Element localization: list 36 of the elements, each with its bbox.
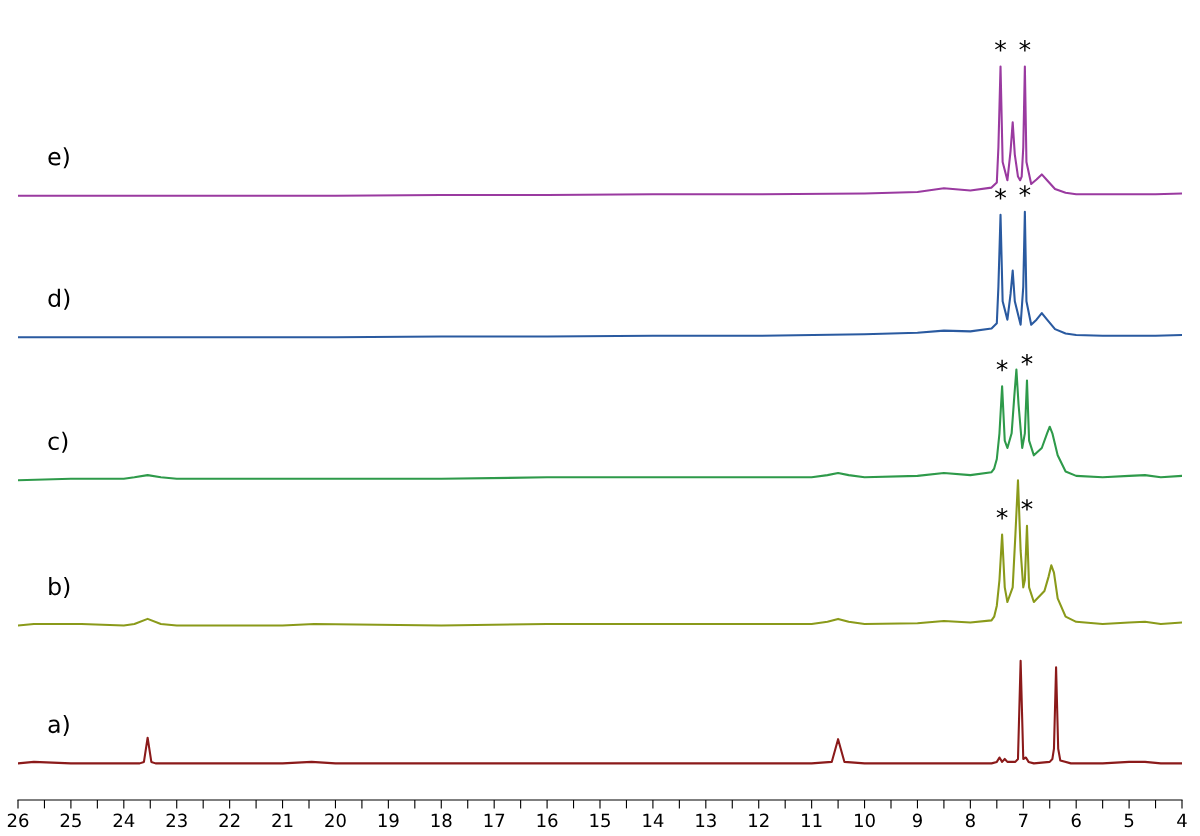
x-tick-label: 18: [431, 813, 452, 828]
x-tick-label: 21: [272, 813, 293, 827]
x-tick-label: 5: [1124, 813, 1134, 828]
annotation: *: [995, 188, 1007, 200]
x-tick-label: 16: [537, 813, 558, 828]
x-tick-label: 17: [484, 813, 505, 827]
annotation: *: [1019, 40, 1031, 52]
x-tick-label: 4: [1177, 813, 1187, 827]
x-tick-label: 20: [325, 813, 346, 828]
x-tick-label: 11: [802, 813, 822, 827]
x-tick-label: 6: [1071, 813, 1081, 828]
series-label: d): [48, 288, 70, 310]
x-tick-label: 15: [590, 813, 610, 828]
annotation: *: [995, 40, 1007, 52]
annotation: *: [996, 359, 1008, 372]
x-tick-label: 7: [1019, 813, 1028, 827]
x-tick-label: 19: [378, 813, 399, 828]
annotation: *: [1021, 353, 1033, 366]
series-label: c): [48, 431, 68, 453]
x-tick-label: 13: [696, 813, 716, 828]
x-tick-label: 8: [965, 813, 975, 828]
x-tick-label: 14: [643, 813, 664, 827]
annotation: *: [996, 508, 1008, 520]
annotation: *: [1019, 185, 1031, 197]
x-tick-label: 26: [7, 813, 29, 828]
x-tick-label: 24: [113, 813, 135, 827]
x-tick-label: 22: [219, 813, 240, 827]
x-tick-label: 9: [912, 813, 922, 828]
annotation: *: [1021, 499, 1033, 511]
series-label: b): [49, 576, 70, 599]
x-tick-label: 12: [749, 813, 769, 827]
series-label: e): [48, 147, 69, 169]
series-label: a): [48, 714, 69, 736]
x-tick-label: 25: [60, 813, 81, 828]
x-tick-label: 23: [166, 813, 187, 828]
x-tick-label: 10: [855, 813, 875, 828]
